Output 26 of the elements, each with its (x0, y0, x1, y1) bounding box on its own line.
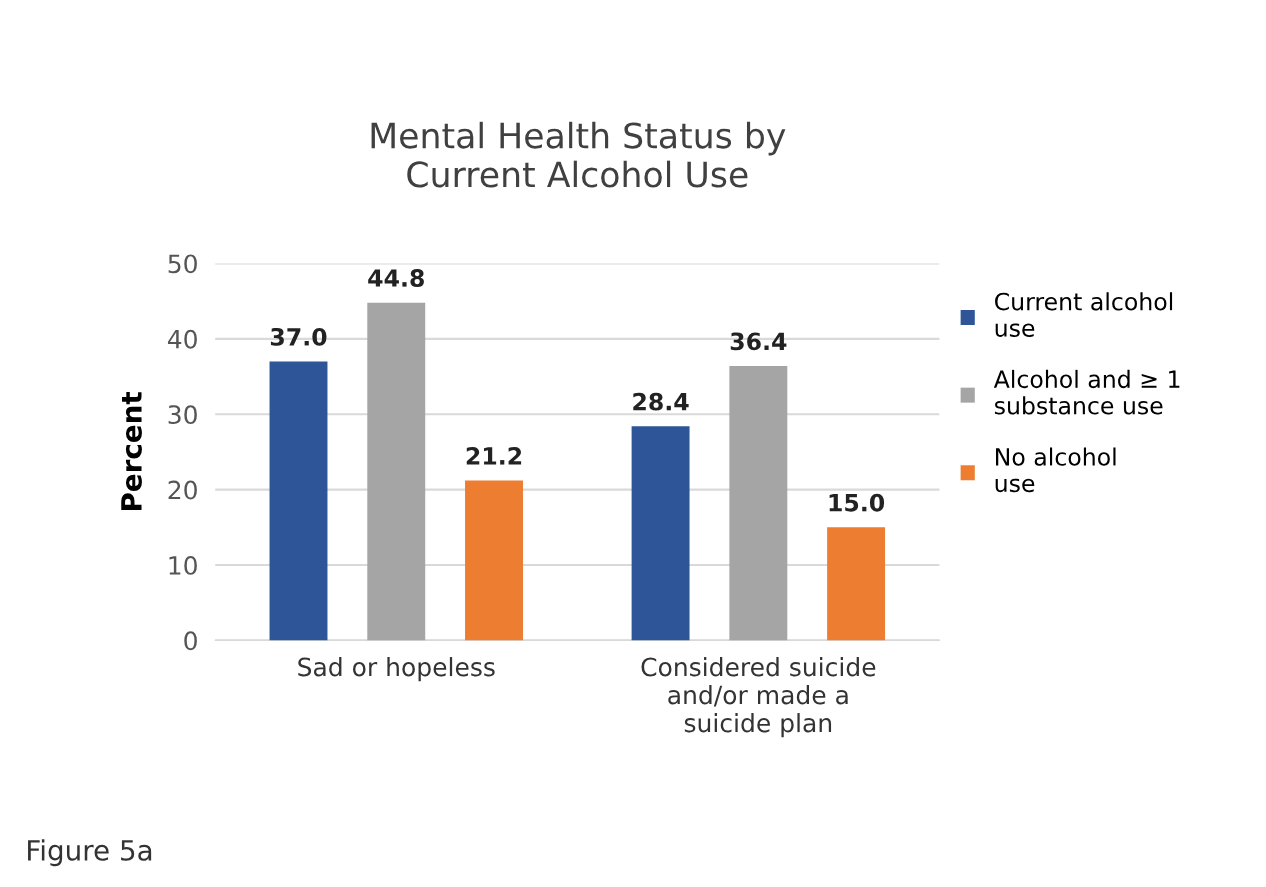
bar (729, 365, 788, 641)
y-tick-label: 50 (168, 254, 197, 274)
caption: Figure 5a (28, 839, 152, 867)
legend-label: Current alcohol use (995, 292, 1173, 337)
data-label: 37.0 (270, 327, 327, 346)
y-tick-label: 10 (169, 555, 197, 575)
bar (631, 426, 690, 641)
y-tick-label: 0 (184, 631, 197, 651)
legend-label: Alcohol and ≥ 1 substance use (993, 369, 1180, 415)
data-label: 36.4 (730, 332, 787, 351)
bar (269, 361, 328, 641)
y-tick-label: 30 (168, 405, 197, 425)
y-tick-label: 20 (168, 480, 197, 500)
bar (827, 527, 886, 641)
x-tick-label: Sad or hopeless (298, 657, 495, 682)
chart-title: Mental Health Status by Current Alcohol Use (371, 121, 786, 188)
data-label: 44.8 (368, 269, 424, 287)
data-label: 28.4 (633, 392, 689, 411)
x-tick-label: Considered suicide and/or made a suicide plan (641, 657, 876, 738)
bar (367, 302, 426, 641)
bar (465, 480, 523, 641)
data-label: 21.2 (466, 447, 522, 465)
legend-label: No alcohol use (995, 447, 1116, 493)
y-axis-title: Percent (121, 391, 142, 510)
data-label: 15.0 (829, 493, 885, 512)
y-tick-label: 40 (167, 329, 197, 349)
